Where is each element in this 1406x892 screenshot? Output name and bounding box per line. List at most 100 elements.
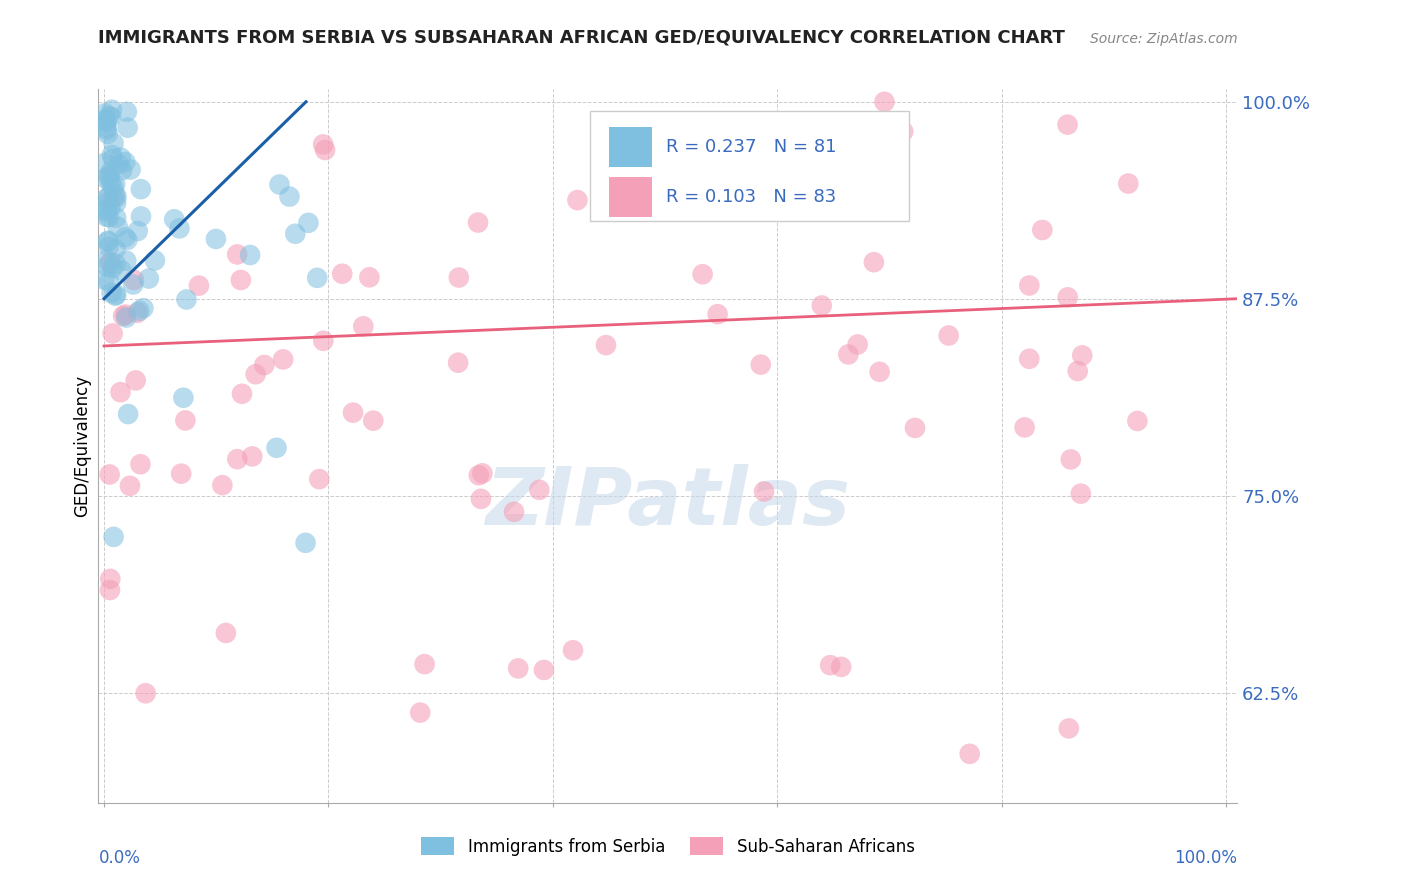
Point	[104, 242, 127, 256]
Point	[122, 273, 145, 287]
Point	[226, 247, 249, 261]
Point	[105, 211, 128, 225]
Point	[98, 255, 121, 269]
Point	[253, 358, 276, 372]
Text: 0.0%: 0.0%	[98, 849, 141, 867]
Point	[1056, 118, 1078, 132]
Point	[749, 358, 772, 372]
Point	[98, 467, 121, 482]
Point	[269, 178, 291, 192]
Point	[352, 319, 374, 334]
Point	[98, 170, 121, 185]
Point	[129, 210, 152, 224]
Point	[409, 706, 432, 720]
Point	[107, 219, 129, 234]
Point	[239, 248, 262, 262]
Point	[100, 285, 122, 300]
Text: R = 0.237   N = 81: R = 0.237 N = 81	[665, 138, 837, 156]
Point	[97, 168, 120, 182]
Point	[132, 301, 155, 315]
Point	[215, 626, 238, 640]
Point	[103, 180, 125, 194]
Point	[783, 157, 806, 171]
Point	[115, 104, 138, 119]
Point	[176, 293, 198, 307]
Point	[163, 212, 186, 227]
Point	[245, 368, 267, 382]
Point	[1018, 278, 1040, 293]
Point	[110, 385, 132, 400]
Point	[314, 143, 336, 157]
Point	[863, 255, 886, 269]
Point	[97, 109, 120, 123]
Point	[749, 195, 772, 210]
Point	[503, 505, 526, 519]
Point	[297, 216, 319, 230]
Point	[115, 253, 138, 268]
Point	[112, 309, 135, 323]
Point	[98, 210, 121, 224]
Point	[818, 658, 841, 673]
Text: ZIPatlas: ZIPatlas	[485, 464, 851, 542]
Point	[447, 356, 470, 370]
Point	[240, 450, 263, 464]
Point	[143, 253, 166, 268]
Point	[97, 234, 120, 248]
Point	[127, 306, 149, 320]
Point	[96, 202, 118, 217]
Point	[97, 127, 120, 141]
Point	[312, 334, 335, 348]
Bar	[609, 178, 652, 217]
Point	[170, 467, 193, 481]
Point	[94, 253, 117, 268]
Point	[114, 230, 136, 244]
Point	[117, 120, 139, 135]
Y-axis label: GED/Equivalency: GED/Equivalency	[73, 375, 91, 517]
Point	[111, 263, 134, 277]
Point	[211, 478, 233, 492]
Point	[447, 270, 470, 285]
Point	[124, 373, 146, 387]
Point	[115, 310, 138, 325]
Point	[100, 110, 122, 124]
Point	[110, 151, 132, 165]
Point	[96, 259, 118, 273]
Point	[127, 224, 149, 238]
Point	[94, 106, 117, 120]
Point	[96, 114, 118, 128]
Point	[101, 103, 124, 117]
Point	[96, 123, 118, 137]
Point	[98, 582, 121, 597]
Point	[938, 328, 960, 343]
Point	[467, 215, 489, 229]
Text: 100.0%: 100.0%	[1174, 849, 1237, 867]
Point	[470, 491, 492, 506]
Point	[100, 148, 122, 162]
Point	[108, 157, 131, 171]
Point	[97, 195, 120, 210]
Point	[111, 163, 134, 178]
Point	[100, 164, 122, 178]
Point	[529, 483, 551, 497]
Point	[1014, 420, 1036, 434]
Point	[135, 686, 157, 700]
Point	[706, 307, 728, 321]
Point	[117, 407, 139, 421]
Point	[266, 441, 288, 455]
Point	[98, 572, 121, 586]
Point	[1057, 722, 1080, 736]
Point	[533, 663, 555, 677]
Point	[101, 152, 124, 166]
Point	[104, 187, 127, 202]
Point	[830, 660, 852, 674]
Point	[94, 171, 117, 186]
Point	[294, 536, 316, 550]
Point	[96, 191, 118, 205]
Point	[312, 137, 335, 152]
Point	[562, 643, 585, 657]
Point	[187, 278, 209, 293]
Point	[98, 275, 121, 289]
FancyBboxPatch shape	[591, 111, 910, 221]
Point	[93, 272, 115, 286]
Point	[307, 270, 329, 285]
